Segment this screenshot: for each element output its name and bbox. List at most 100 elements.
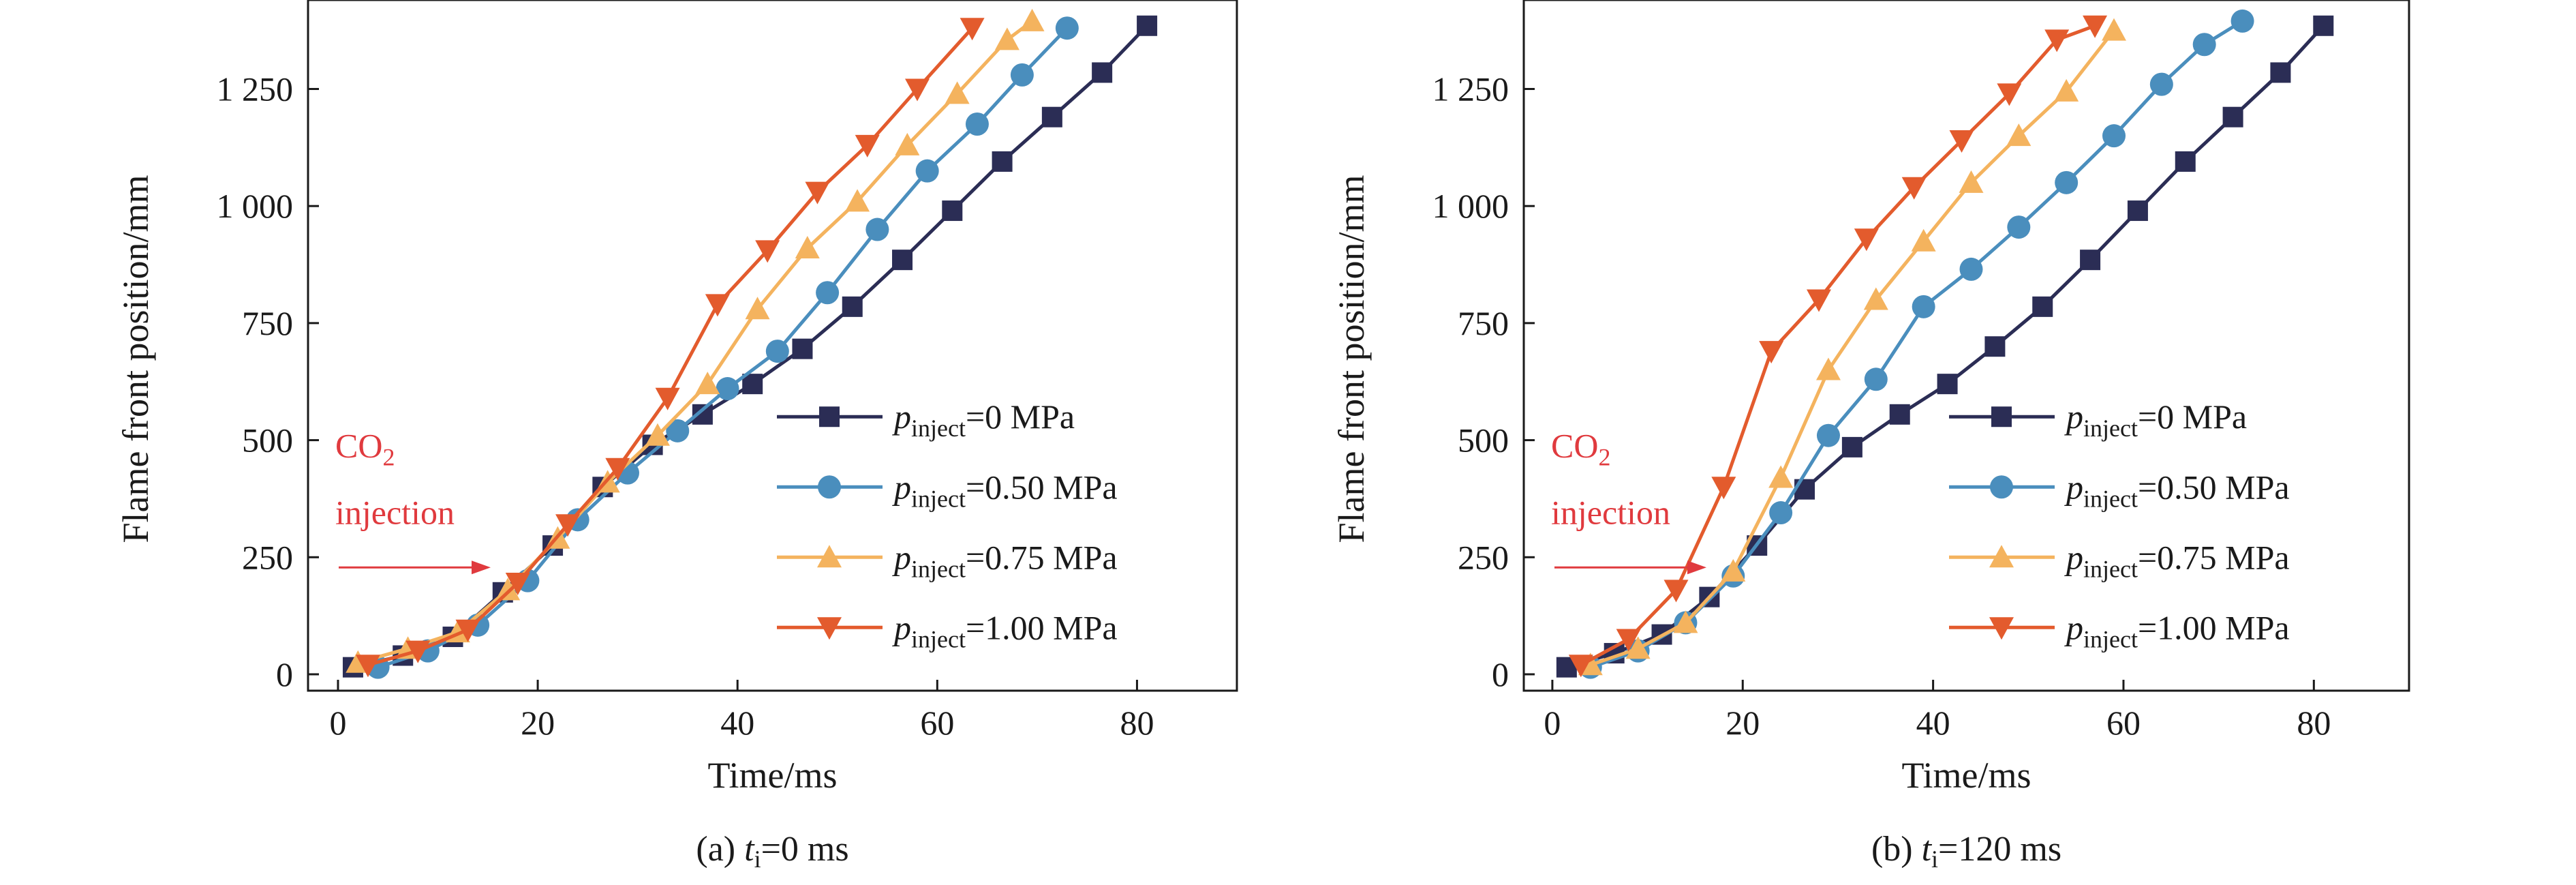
data-point [792, 338, 813, 359]
legend-value: =0 MPa [2138, 397, 2247, 436]
legend-entry-1: pinject=0.50 MPa [777, 468, 1118, 512]
data-point [2149, 72, 2173, 96]
caption-prefix: (a) [696, 830, 744, 869]
data-point [765, 340, 789, 363]
data-point [1937, 374, 1958, 395]
injection-arrow [339, 560, 491, 575]
legend-label: pinject=0 MPa [892, 397, 1075, 442]
x-tick-label: 80 [1120, 704, 1154, 742]
data-point [892, 250, 913, 271]
legend-entry-2: pinject=0.75 MPa [777, 538, 1118, 582]
panel-caption: (b) ti=120 ms [1871, 830, 2061, 873]
data-point [1959, 257, 1983, 281]
data-point [2270, 62, 2291, 83]
data-point [1616, 629, 1641, 652]
legend-sub: inject [2083, 485, 2138, 512]
co2-injection-annotation: CO2 injection [1551, 427, 1706, 575]
data-point [2032, 296, 2053, 317]
data-point [1997, 83, 2022, 106]
legend-entry-3: pinject=1.00 MPa [777, 608, 1118, 652]
data-point [1901, 177, 1927, 200]
data-point [1759, 341, 1784, 364]
data-point [355, 655, 380, 678]
legend-value: =0.75 MPa [2138, 538, 2290, 576]
data-point [1041, 106, 1062, 127]
data-point [2230, 9, 2254, 33]
series-line [1589, 29, 2115, 667]
y-tick-label: 750 [1458, 304, 1509, 342]
legend-p: p [2064, 608, 2083, 646]
data-point [1568, 655, 1593, 678]
co2-label: CO2 [1551, 427, 1610, 471]
caption-prefix: (b) [1871, 830, 1922, 869]
x-tick-label: 40 [720, 704, 754, 742]
y-tick-label: 1 000 [1432, 187, 1509, 225]
co2-label: CO2 [335, 427, 395, 471]
y-axis-label: Flame front position/mm [1331, 175, 1372, 543]
data-point [2080, 250, 2101, 271]
data-point [1137, 15, 1158, 36]
data-point [2313, 15, 2334, 36]
data-point [965, 112, 989, 136]
legend-p: p [892, 468, 911, 506]
arrow-head [472, 560, 491, 575]
legend-value: =1.00 MPa [2138, 608, 2290, 646]
data-point [994, 27, 1019, 50]
series-2 [1578, 18, 2126, 676]
legend-marker [819, 406, 840, 427]
data-point [795, 235, 820, 258]
injection-label: injection [1551, 494, 1670, 532]
y-tick-label: 250 [242, 538, 293, 576]
y-tick-label: 750 [242, 304, 293, 342]
legend-entry-2: pinject=0.75 MPa [1949, 538, 2290, 582]
legend-label: pinject=0 MPa [2064, 397, 2247, 442]
data-point [745, 297, 770, 320]
caption-sub: i [1931, 845, 1938, 873]
legend-value: =1.00 MPa [966, 608, 1118, 646]
data-point [1663, 580, 1689, 603]
legend-label: pinject=1.00 MPa [892, 608, 1118, 652]
data-point [1769, 501, 1793, 525]
panel-caption: (a) ti=0 ms [696, 830, 848, 873]
legend-entry-3: pinject=1.00 MPa [1949, 608, 2290, 652]
data-point [495, 578, 521, 601]
data-point [945, 81, 970, 104]
data-point [1864, 368, 1888, 391]
legend-marker [817, 617, 842, 640]
data-point [505, 573, 530, 596]
legend-marker [818, 475, 841, 499]
caption-suffix: =0 ms [761, 830, 849, 869]
data-point [705, 294, 730, 317]
data-point [2044, 29, 2070, 52]
data-point [842, 296, 863, 317]
legend-sub: inject [911, 485, 966, 512]
data-point [960, 18, 985, 41]
injection-arrow [1554, 560, 1706, 575]
data-point [645, 423, 670, 446]
data-point [695, 372, 720, 395]
data-point [1055, 16, 1079, 40]
chart-panel-a: 0 20 40 60 80 0 250 500 750 1 000 1 250 Flame fron… [115, 0, 1238, 873]
data-point [2192, 33, 2216, 57]
data-point [1092, 62, 1113, 83]
data-point [2127, 200, 2148, 222]
data-point [895, 132, 920, 155]
data-point [2222, 106, 2243, 127]
data-point [1854, 228, 1879, 252]
data-point [816, 281, 840, 305]
data-point [2102, 18, 2126, 41]
legend-sub: inject [911, 625, 966, 652]
legend-marker [1989, 617, 2014, 640]
legend-sub: inject [2083, 555, 2138, 582]
x-tick-label: 20 [521, 704, 555, 742]
series-line [367, 27, 974, 667]
data-point [1912, 295, 1935, 318]
co2-injection-annotation: CO2 injection [335, 427, 491, 575]
data-point [1794, 479, 1815, 500]
co2-sub: 2 [1598, 444, 1610, 471]
y-tick-label: 1 250 [217, 70, 294, 108]
legend-value: =0.75 MPa [966, 538, 1118, 576]
x-tick-label: 0 [1544, 704, 1561, 742]
y-tick-label: 500 [1458, 421, 1509, 460]
data-point [1807, 289, 1831, 312]
